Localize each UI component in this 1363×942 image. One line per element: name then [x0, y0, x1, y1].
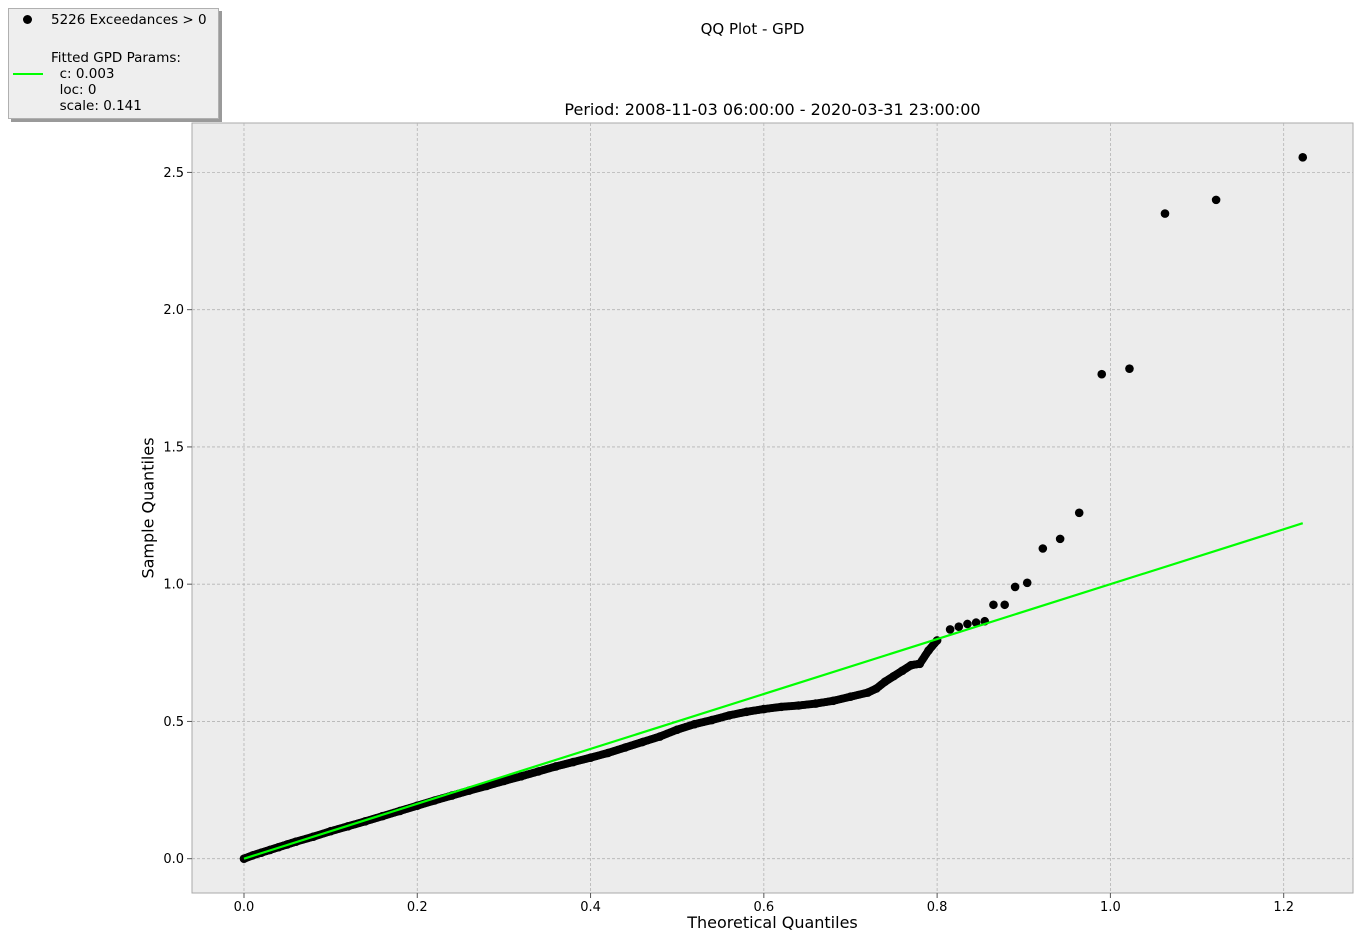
plot-area [191, 122, 1354, 894]
chart-legend: 5226 Exceedances > 0 Fitted GPD Params: … [8, 8, 219, 119]
data-point [603, 748, 613, 758]
x-axis-label: Theoretical Quantiles [687, 913, 858, 932]
data-point [551, 762, 561, 771]
data-point [915, 659, 925, 669]
y-tick-label: 0.5 [163, 715, 184, 730]
data-point [1125, 364, 1134, 373]
data-point [568, 757, 578, 767]
y-tick-label: 1.0 [163, 578, 184, 593]
data-point [846, 692, 855, 702]
data-point [1211, 195, 1221, 205]
chart-title: QQ Plot - GPD [700, 20, 805, 38]
data-point [880, 677, 890, 686]
data-point [516, 772, 526, 781]
data-point [863, 688, 873, 697]
data-point [963, 619, 972, 629]
data-point [971, 618, 981, 627]
data-point [989, 600, 998, 610]
data-point [954, 622, 964, 632]
data-point [898, 666, 907, 675]
data-point [1010, 582, 1020, 592]
y-axis-label: Sample Quantiles [138, 437, 158, 579]
y-tick-label: 2.0 [163, 303, 184, 318]
data-point [534, 767, 543, 776]
legend-line-marker [13, 73, 43, 75]
data-point [828, 696, 838, 706]
data-point [945, 625, 955, 634]
data-point [794, 701, 803, 710]
y-tick-label: 0.0 [163, 852, 184, 867]
data-point [1160, 209, 1170, 218]
data-point [482, 781, 491, 791]
chart-subtitle: Period: 2008-11-03 06:00:00 - 2020-03-31… [564, 100, 981, 119]
data-point [655, 732, 665, 741]
data-point [707, 715, 717, 725]
data-point [776, 702, 786, 712]
data-point [1022, 578, 1032, 588]
x-tick-label: 1.0 [1100, 900, 1121, 915]
data-point [638, 737, 647, 747]
data-point [906, 660, 916, 670]
data-point [742, 707, 751, 717]
legend-entry-exceedances: 5226 Exceedances > 0 [51, 12, 207, 28]
data-point [724, 711, 734, 720]
legend-entry-fitted-params: Fitted GPD Params: c: 0.003 loc: 0 scale… [51, 50, 181, 114]
data-point [811, 699, 821, 708]
data-point [672, 725, 682, 734]
legend-scatter-marker [23, 15, 32, 24]
data-point [499, 776, 509, 786]
x-tick-label: 0.8 [927, 900, 948, 915]
y-tick-label: 2.5 [163, 166, 184, 181]
data-point [586, 753, 595, 762]
x-tick-label: 0.2 [407, 900, 428, 915]
data-point [1055, 534, 1065, 544]
data-point [1038, 544, 1048, 553]
data-point [1000, 600, 1009, 610]
fitted-gpd-line [243, 522, 1304, 860]
data-point [1097, 369, 1107, 379]
data-point [1074, 508, 1084, 518]
data-point [620, 743, 630, 752]
data-point [924, 646, 933, 655]
x-tick-label: 1.2 [1273, 900, 1294, 915]
data-point [759, 704, 769, 714]
data-point [889, 671, 899, 681]
x-tick-label: 0.4 [580, 900, 601, 915]
data-point [690, 719, 699, 729]
data-point [872, 684, 881, 693]
y-tick-label: 1.5 [163, 440, 184, 455]
x-tick-label: 0.0 [234, 900, 255, 915]
data-point [1298, 153, 1308, 162]
x-tick-label: 0.6 [753, 900, 774, 915]
